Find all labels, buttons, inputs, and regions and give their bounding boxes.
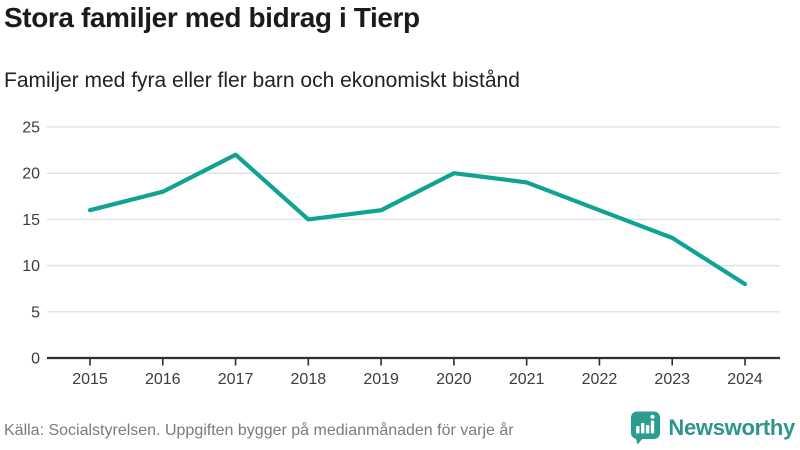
chart-subtitle: Familjer med fyra eller fler barn och ek… — [4, 69, 520, 92]
y-axis-tick-label: 25 — [22, 120, 40, 137]
x-axis-tick-label: 2024 — [727, 371, 763, 388]
x-axis-tick-label: 2019 — [363, 371, 399, 388]
x-axis-tick-label: 2015 — [72, 371, 108, 388]
x-axis-tick-label: 2018 — [291, 371, 327, 388]
y-axis-tick-label: 0 — [31, 351, 40, 368]
x-axis-tick-label: 2023 — [654, 371, 690, 388]
source-note: Källa: Socialstyrelsen. Uppgiften bygger… — [4, 422, 514, 439]
newsworthy-logo-text: Newsworthy — [668, 415, 795, 440]
y-axis-tick-label: 20 — [22, 166, 40, 183]
x-axis-tick-label: 2022 — [582, 371, 618, 388]
chart-title: Stora familjer med bidrag i Tierp — [4, 2, 420, 33]
newsworthy-logo: Newsworthy — [630, 411, 795, 445]
y-axis-tick-label: 5 — [31, 304, 40, 321]
x-axis-tick-label: 2016 — [145, 371, 181, 388]
x-axis-tick-label: 2021 — [509, 371, 545, 388]
data-line-series — [87, 152, 748, 287]
x-axis-tick-label: 2017 — [218, 371, 254, 388]
mini-bar-chart-glyph — [636, 414, 656, 434]
x-axis-tick-label: 2020 — [436, 371, 472, 388]
newsworthy-logo-icon — [631, 411, 661, 445]
speech-bubble-shape — [631, 411, 661, 445]
y-axis-tick-label: 15 — [22, 212, 40, 229]
y-axis-tick-label: 10 — [22, 258, 40, 275]
